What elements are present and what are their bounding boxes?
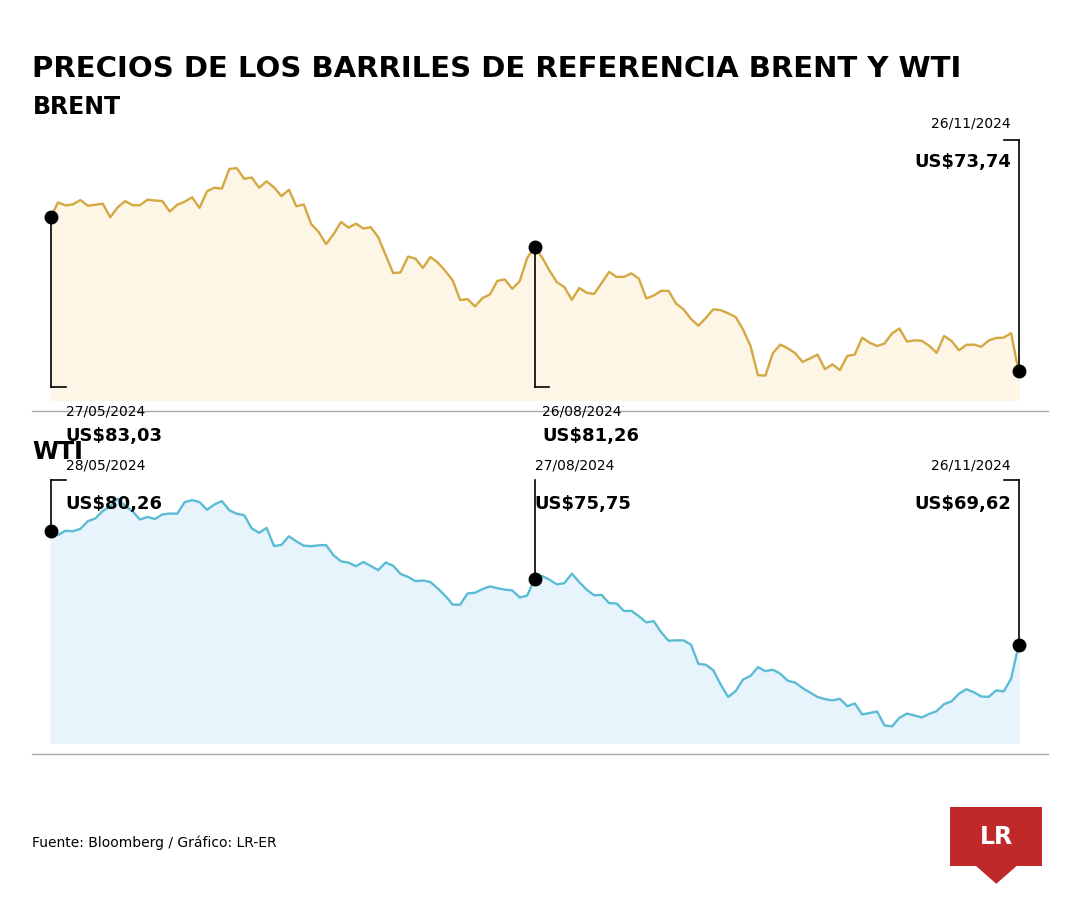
Text: BRENT: BRENT bbox=[32, 94, 121, 119]
Text: WTI: WTI bbox=[32, 440, 83, 464]
Text: 26/11/2024: 26/11/2024 bbox=[931, 458, 1011, 473]
Text: US$83,03: US$83,03 bbox=[66, 428, 162, 446]
Text: US$75,75: US$75,75 bbox=[535, 495, 632, 513]
Text: Fuente: Bloomberg / Gráfico: LR-ER: Fuente: Bloomberg / Gráfico: LR-ER bbox=[32, 836, 278, 850]
Text: LR: LR bbox=[980, 825, 1013, 849]
FancyBboxPatch shape bbox=[950, 807, 1042, 866]
Text: 26/08/2024: 26/08/2024 bbox=[542, 405, 622, 419]
Text: 28/05/2024: 28/05/2024 bbox=[66, 458, 145, 473]
Text: US$81,26: US$81,26 bbox=[542, 428, 639, 446]
Polygon shape bbox=[976, 866, 1017, 884]
Text: US$80,26: US$80,26 bbox=[66, 495, 162, 513]
Text: 27/08/2024: 27/08/2024 bbox=[535, 458, 613, 473]
Text: US$73,74: US$73,74 bbox=[915, 153, 1011, 171]
Text: PRECIOS DE LOS BARRILES DE REFERENCIA BRENT Y WTI: PRECIOS DE LOS BARRILES DE REFERENCIA BR… bbox=[32, 55, 962, 83]
Text: 27/05/2024: 27/05/2024 bbox=[66, 405, 145, 419]
Text: 26/11/2024: 26/11/2024 bbox=[931, 116, 1011, 130]
Text: US$69,62: US$69,62 bbox=[915, 495, 1011, 513]
